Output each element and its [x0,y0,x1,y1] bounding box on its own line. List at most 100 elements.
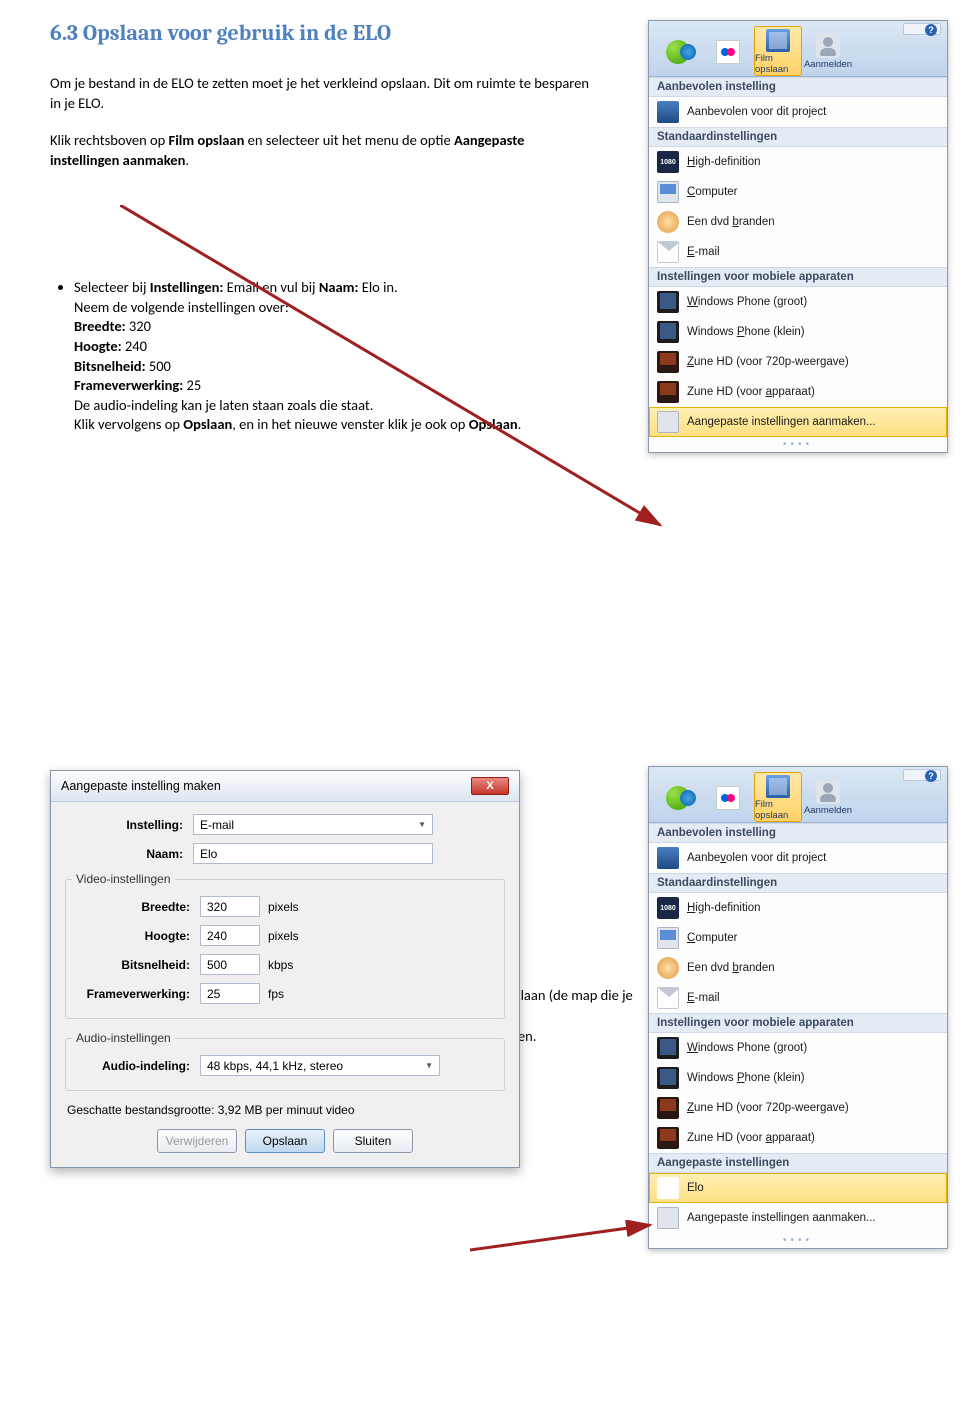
menu-section-recommended: Aanbevolen instelling [649,823,947,843]
menu-item-zune-dev[interactable]: Zune HD (voor apparaat) [649,377,947,407]
ribbon-aanmelden-button[interactable]: Aanmelden [804,26,852,76]
text: . [518,415,522,433]
bold: Hoogte: [74,337,122,355]
menu-item-zune-720[interactable]: Zune HD (voor 720p-weergave) [649,347,947,377]
combo-audio[interactable]: 48 kbps, 44,1 kHz, stereo [200,1055,440,1076]
menu-label: Aangepaste instellingen aanmaken... [687,416,876,428]
combo-value: E-mail [200,818,234,832]
ribbon-aanmelden-button[interactable]: Aanmelden [804,772,852,822]
label-hoogte: Hoogte: [72,929,200,943]
menu-item-email[interactable]: E-mail [649,237,947,267]
text: Selecteer bij [74,278,150,296]
menu-section-mobile: Instellingen voor mobiele apparaten [649,267,947,287]
text: 320 [126,317,151,335]
save-button[interactable]: Opslaan [245,1129,325,1153]
group-legend: Audio-instellingen [72,1031,175,1045]
input-bitsnelheid[interactable]: 500 [200,954,260,975]
ribbon-label: Aanmelden [804,805,852,816]
film-icon [657,847,679,869]
text: 240 [122,337,147,355]
text: De audio-indeling kan je laten staan zoa… [74,396,373,414]
label-naam: Naam: [65,847,193,861]
bold: Bitsnelheid: [74,357,146,375]
menu-resize-dots: •••• [649,437,947,452]
menu-item-dvd[interactable]: Een dvd branden [649,953,947,983]
ribbon-msn-button[interactable] [654,772,702,822]
menu-item-wp-small[interactable]: Windows Phone (klein) [649,317,947,347]
unit-label: fps [268,987,284,1001]
zune-icon [657,381,679,403]
group-legend: Video-instellingen [72,872,175,886]
menu-item-recommended-project[interactable]: Aanbevolen voor dit project [649,843,947,873]
combo-instelling[interactable]: E-mail [193,814,433,835]
label-bitsnelheid: Bitsnelheid: [72,958,200,972]
ribbon-flickr-button[interactable] [704,26,752,76]
menu-item-zune-dev[interactable]: Zune HD (voor apparaat) [649,1123,947,1153]
menu-item-computer[interactable]: Computer [649,923,947,953]
menu-item-custom-create[interactable]: Aangepaste instellingen aanmaken... [649,1203,947,1233]
ribbon-msn-button[interactable] [654,26,702,76]
help-icon[interactable]: ? [925,770,937,782]
signin-icon [816,34,840,58]
ribbon: ? Film opslaan Aanmelden [649,767,947,823]
bold: Breedte: [74,317,126,335]
flickr-icon [716,40,740,64]
gear-icon [657,1207,679,1229]
menu-item-dvd[interactable]: Een dvd branden [649,207,947,237]
label-audio: Audio-indeling: [72,1059,200,1073]
delete-button[interactable]: Verwijderen [157,1129,237,1153]
bold: Film opslaan [169,131,245,149]
input-frameverwerking[interactable]: 25 [200,983,260,1004]
intro-paragraph-1: Om je bestand in de ELO te zetten moet j… [50,74,590,113]
menu-item-email[interactable]: E-mail [649,983,947,1013]
computer-icon [657,181,679,203]
menu-item-zune-720[interactable]: Zune HD (voor 720p-weergave) [649,1093,947,1123]
input-breedte[interactable]: 320 [200,896,260,917]
menu-section-mobile: Instellingen voor mobiele apparaten [649,1013,947,1033]
close-button[interactable]: Sluiten [333,1129,413,1153]
zune-icon [657,351,679,373]
bold: Instellingen: [150,278,224,296]
text: Klik rechtsboven op [50,131,169,149]
phone-icon [657,321,679,343]
unit-label: pixels [268,929,299,943]
menu-section-standard: Standaardinstellingen [649,873,947,893]
mail-icon [657,987,679,1009]
menu-item-computer[interactable]: Computer [649,177,947,207]
menu-item-wp-large[interactable]: Windows Phone (groot) [649,1033,947,1063]
menu-item-hd[interactable]: 1080High-definition [649,893,947,923]
menu-item-wp-small[interactable]: Windows Phone (klein) [649,1063,947,1093]
menu-item-elo[interactable]: Elo [649,1173,947,1203]
ribbon-film-opslaan-button[interactable]: Film opslaan [754,772,802,822]
phone-icon [657,291,679,313]
dvd-icon [657,211,679,233]
label-instelling: Instelling: [65,818,193,832]
msn-icon [666,786,690,810]
text: 25 [183,376,201,394]
input-naam[interactable]: Elo [193,843,433,864]
help-icon[interactable]: ? [925,24,937,36]
dialog-title: Aangepaste instelling maken [61,779,221,793]
signin-icon [816,780,840,804]
bullet-list-1: Selecteer bij Instellingen: Email en vul… [50,278,640,435]
unit-label: kbps [268,958,293,972]
menu-item-wp-large[interactable]: Windows Phone (groot) [649,287,947,317]
menu-item-hd[interactable]: 1080High-definition [649,147,947,177]
combo-value: 48 kbps, 44,1 kHz, stereo [207,1059,343,1073]
arrow-callout-bottom [470,1220,670,1260]
ribbon-label: Aanmelden [804,59,852,70]
menu-item-custom-create[interactable]: Aangepaste instellingen aanmaken... [649,407,947,437]
menu-item-recommended-project[interactable]: Aanbevolen voor dit project [649,97,947,127]
menu-resize-dots: •••• [649,1233,947,1248]
text: 500 [146,357,171,375]
input-hoogte[interactable]: 240 [200,925,260,946]
phone-icon [657,1037,679,1059]
text: . [185,151,189,169]
menu-label: Aanbevolen voor dit project [687,106,826,118]
ribbon-film-opslaan-button[interactable]: Film opslaan [754,26,802,76]
dialog-titlebar: Aangepaste instelling maken X [51,771,519,802]
msn-icon [666,40,690,64]
ribbon: ? Film opslaan Aanmelden [649,21,947,77]
ribbon-flickr-button[interactable] [704,772,752,822]
dialog-close-button[interactable]: X [471,777,509,795]
